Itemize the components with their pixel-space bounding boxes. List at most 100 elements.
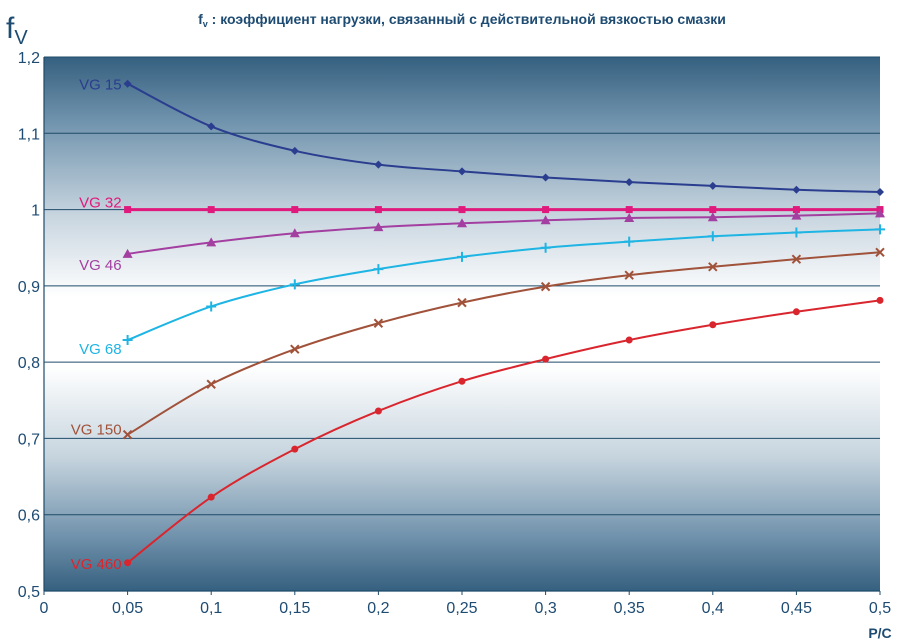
x-tick-label: 0,2 [367,600,389,617]
series-vg-15-line [127,82,881,194]
y-tick-label: 0,5 [18,584,40,601]
series-group [122,79,885,567]
y-tick-label: 0,6 [18,508,40,525]
series-vg-32-point [458,206,466,214]
series-vg-68-point [875,224,885,235]
series-vg-46-point [707,212,718,222]
series-vg-150-point [206,379,216,389]
y-axis-label: fV [6,12,28,49]
series-vg-15-point [876,188,884,197]
series-vg-46-point [791,210,802,220]
series-vg-68 [122,224,885,346]
series-vg-460-point [374,407,382,415]
series-vg-68-point [289,279,300,290]
series-vg-32-point [374,206,382,214]
tick-labels: 0,5 0,6 0,7 0,8 0,9 1 1,1 1,2 0 0,05 0,1 0,15 0,2 0,2… [18,50,891,617]
series-vg-46-label: VG 46 [79,257,122,274]
y-tick-label: 1 [31,203,40,220]
series-vg-15-point [374,160,383,169]
x-tick-label: 0,5 [869,600,891,617]
series-vg-460-point [207,493,215,501]
series-vg-68-label: VG 68 [79,341,122,358]
series-vg-68-point [457,251,467,262]
series-vg-15-point [792,185,801,194]
series-vg-460-point [625,336,633,344]
series-vg-460-point [542,355,550,363]
series-vg-68-point [122,335,133,346]
series-vg-68-point [373,264,384,275]
series-vg-150-point [875,247,885,257]
series-vg-68-point [707,231,718,242]
series-vg-460-point [291,445,299,453]
series-vg-460-point [709,321,717,329]
series-vg-150-point [373,318,384,328]
series-vg-46-point [540,215,551,225]
series-vg-15-point [541,173,550,182]
series-vg-46-point [373,222,384,232]
series-vg-150-label: VG 150 [71,422,122,439]
series-vg-46-point [457,218,467,228]
series-vg-68-line [127,228,881,341]
series-labels: VG 15 VG 32 VG 46 VG 68 VG 150 VG 460 [71,77,122,573]
series-vg-460-label: VG 460 [71,556,122,573]
series-vg-32-point [792,206,800,214]
series-vg-15-point [708,181,717,190]
chart-title-rest: : коэффициент нагрузки, связанный с дейс… [208,11,726,27]
x-tick-label: 0,25 [446,600,477,617]
y-tick-label: 1,2 [18,50,40,67]
series-vg-15-point [458,167,466,176]
series-vg-46-point [624,212,635,222]
series-vg-150-point [791,254,802,264]
series-vg-150-point [540,281,551,292]
series-vg-460-point [458,377,466,385]
series-vg-46-point [289,228,300,238]
series-vg-32-point [542,206,550,214]
y-tick-label: 0,7 [18,431,40,448]
x-tick-label: 0,05 [112,600,143,617]
plot-area [44,57,880,591]
chart-title: fv : коэффициент нагрузки, связанный с д… [198,11,726,29]
series-vg-32-point [709,206,717,214]
series-vg-150-point [457,297,467,308]
series-vg-15-point [625,178,634,187]
y-tick-label: 0,9 [18,279,40,296]
series-vg-460-line [126,299,881,564]
x-axis-label: P/C [868,625,891,641]
y-tick-label: 0,8 [18,355,40,372]
series-vg-460 [124,296,884,567]
series-vg-15-label: VG 15 [79,77,122,94]
series-vg-46-line [127,212,881,255]
series-vg-32-point [291,206,299,214]
x-tick-label: 0,1 [200,600,222,617]
y-axis-label-main: f [6,12,15,45]
series-vg-68-point [624,236,635,247]
series-vg-15-point [207,122,216,131]
series-vg-46-point [206,237,217,247]
series-vg-46-point [875,208,885,218]
series-vg-46-point [122,248,133,258]
series-vg-150-point [708,262,718,272]
series-vg-150-line [127,251,881,436]
series-vg-32-label: VG 32 [79,195,122,212]
y-axis-label-sub: V [14,27,28,49]
series-vg-68-point [540,242,551,253]
series-vg-15 [123,79,884,197]
x-tick-label: 0,45 [781,600,812,617]
series-vg-46 [122,208,885,258]
series-vg-15-point [290,146,299,155]
y-tick-label: 1,1 [18,126,40,143]
x-tick-label: 0,3 [534,600,556,617]
x-tick-label: 0 [40,600,49,617]
series-vg-460-point [792,308,800,316]
chart-title-sub: v [203,19,208,29]
series-vg-460-point [124,559,132,567]
series-vg-150-point [290,344,300,354]
series-vg-32-point [625,206,633,214]
series-vg-150-point [624,270,634,280]
series-vg-68-point [791,227,802,238]
series-vg-68-point [206,301,217,312]
series-vg-15-point [123,79,132,88]
series-vg-150-point [122,429,133,440]
chart-title-main: f [198,11,203,27]
